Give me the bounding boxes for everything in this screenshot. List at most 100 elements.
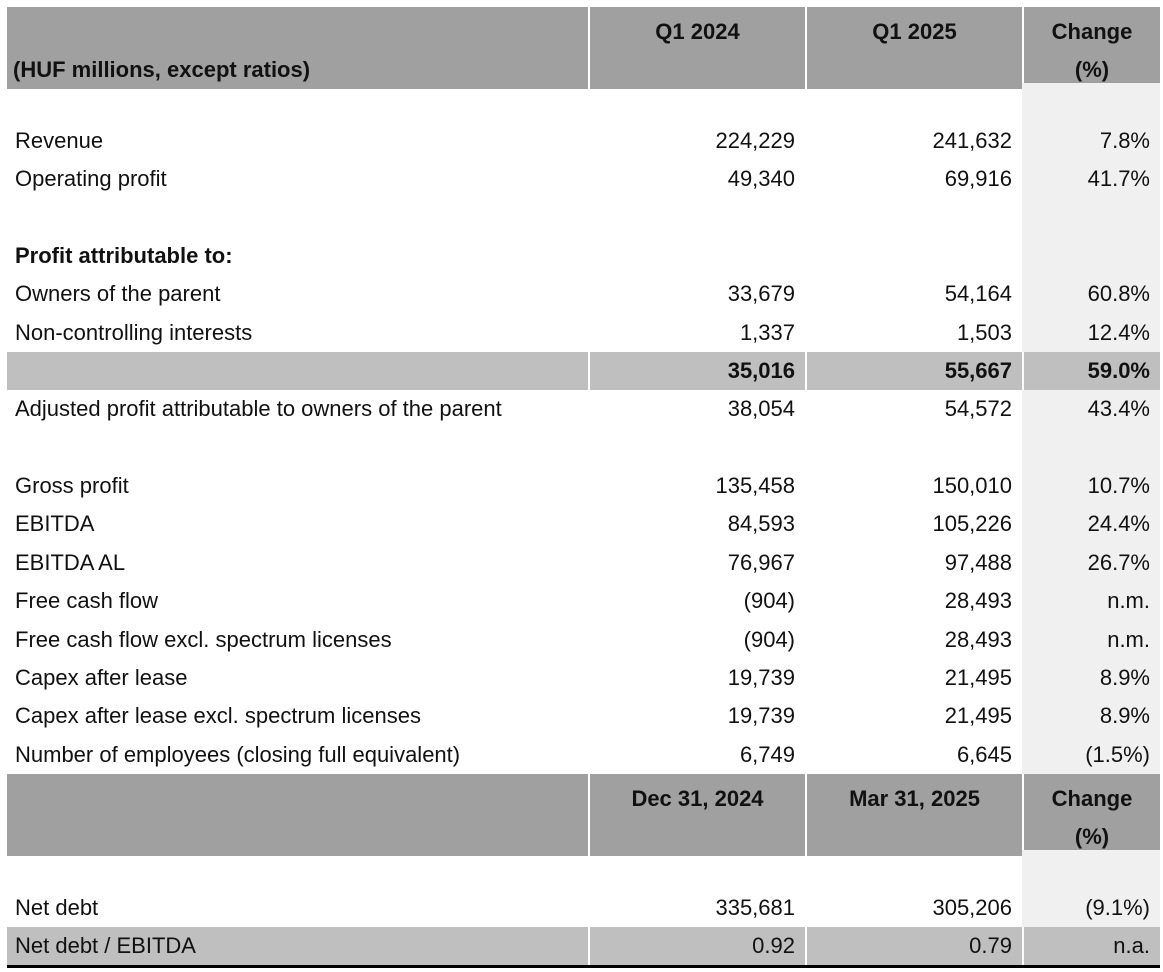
col-header-text: Change [1051, 786, 1133, 812]
col-header-q1-2024: Q1 2024 [588, 7, 805, 89]
value-change: n.m. [1022, 620, 1160, 659]
value-col1: 19,739 [727, 703, 795, 729]
table-row: Owners of the parent 33,679 54,164 60.8% [7, 274, 1160, 314]
row-label: Adjusted profit attributable to owners o… [15, 396, 502, 422]
value-change: n.a. [1022, 926, 1160, 966]
row-label: Non-controlling interests [15, 319, 253, 345]
value-change: n.m. [1022, 582, 1160, 621]
value-col1 [588, 198, 805, 236]
unit-label: (HUF millions, except ratios) [7, 7, 588, 89]
value-col1: (904) [743, 626, 795, 652]
value-change [1022, 198, 1160, 237]
table-row: 35,016 55,667 59.0% [7, 351, 1160, 391]
value-change: 8.9% [1022, 658, 1160, 698]
value-col2: 6,645 [956, 741, 1012, 767]
row-label [7, 850, 588, 888]
table-row: Adjusted profit attributable to owners o… [7, 390, 1160, 429]
table-row: Capex after lease 19,739 21,495 8.9% [7, 658, 1160, 698]
value-change: 59.0% [1022, 351, 1160, 391]
value-col2: 28,493 [944, 626, 1012, 652]
row-label [7, 198, 588, 236]
value-col2: 55,667 [805, 351, 1022, 391]
table-row: Free cash flow (904) 28,493 n.m. [7, 582, 1160, 621]
value-col1 [588, 83, 805, 121]
col-header-change: Change (%) [1022, 7, 1160, 89]
col-header-dec-2024: Dec 31, 2024 [588, 774, 805, 857]
col-header-mar-2025: Mar 31, 2025 [805, 774, 1022, 857]
value-col2 [805, 198, 1022, 236]
row-label: Net debt [15, 894, 99, 920]
col-header-change: Change (%) [1022, 774, 1160, 857]
row-label: Profit attributable to: [15, 242, 233, 268]
value-col1: (904) [743, 588, 795, 614]
row-label: Operating profit [15, 165, 167, 191]
value-col1: 224,229 [715, 127, 795, 153]
row-label: Free cash flow excl. spectrum licenses [15, 626, 392, 652]
value-change [1022, 236, 1160, 275]
value-col2 [805, 237, 1022, 275]
value-col1 [588, 429, 805, 467]
value-change: 43.4% [1022, 390, 1160, 429]
row-label: EBITDA AL [15, 549, 126, 575]
value-change: 7.8% [1022, 121, 1160, 160]
value-col1 [588, 237, 805, 275]
value-col2 [805, 429, 1022, 467]
row-label [7, 429, 588, 467]
value-col1: 1,337 [739, 319, 795, 345]
value-col1: 33,679 [727, 281, 795, 307]
value-col1 [588, 850, 805, 888]
value-col2: 54,572 [944, 396, 1012, 422]
table-row: Non-controlling interests 1,337 1,503 12.4% [7, 313, 1160, 352]
table-row: Free cash flow excl. spectrum licenses (9… [7, 620, 1160, 659]
value-col1: 38,054 [727, 396, 795, 422]
table-header: (HUF millions, except ratios) Q1 2024 Q1… [7, 7, 1160, 89]
table-row: Capex after lease excl. spectrum license… [7, 697, 1160, 736]
value-change: 60.8% [1022, 274, 1160, 314]
value-col1: 19,739 [727, 665, 795, 691]
col-header-text: Change [1051, 19, 1133, 44]
value-col1: 0.92 [588, 926, 805, 966]
value-col2 [805, 83, 1022, 121]
value-change: (9.1%) [1022, 888, 1160, 927]
table-row: Net debt / EBITDA 0.92 0.79 n.a. [7, 926, 1160, 966]
table-row: EBITDA AL 76,967 97,488 26.7% [7, 543, 1160, 583]
table-row: EBITDA 84,593 105,226 24.4% [7, 505, 1160, 544]
value-col1: 84,593 [727, 511, 795, 537]
value-col2: 150,010 [932, 473, 1012, 499]
value-col1: 49,340 [727, 165, 795, 191]
value-change: 26.7% [1022, 543, 1160, 583]
value-change: 8.9% [1022, 697, 1160, 736]
value-change [1022, 428, 1160, 467]
table-row [7, 428, 1160, 467]
col-header-text: (%) [1074, 57, 1110, 82]
table-row: Number of employees (closing full equiva… [7, 735, 1160, 775]
row-label: Owners of the parent [15, 281, 221, 307]
col-header-text: Q1 2024 [655, 19, 740, 44]
value-col2: 69,916 [944, 165, 1012, 191]
row-label [7, 83, 588, 121]
value-col2: 1,503 [956, 319, 1012, 345]
table-row [7, 83, 1160, 122]
value-change [1022, 850, 1160, 889]
value-col1: 335,681 [715, 894, 795, 920]
col-header-text: Mar 31, 2025 [849, 786, 980, 812]
value-change: 10.7% [1022, 466, 1160, 506]
col-header-text: Q1 2025 [872, 19, 957, 44]
value-col2: 105,226 [932, 511, 1012, 537]
value-change: 24.4% [1022, 505, 1160, 544]
table-row [7, 198, 1160, 237]
value-col2: 21,495 [944, 665, 1012, 691]
value-col1: 6,749 [739, 741, 795, 767]
row-label: Net debt / EBITDA [7, 926, 588, 966]
value-change: 41.7% [1022, 159, 1160, 199]
value-change: 12.4% [1022, 313, 1160, 352]
col-header-q1-2025: Q1 2025 [805, 7, 1022, 89]
row-label: Capex after lease excl. spectrum license… [15, 703, 421, 729]
row-label: Revenue [15, 127, 104, 153]
table-header-balance: Dec 31, 2024 Mar 31, 2025 Change (%) [7, 774, 1160, 857]
col-header-text: Dec 31, 2024 [631, 786, 764, 812]
row-label: Free cash flow [15, 588, 159, 614]
value-col2: 241,632 [932, 127, 1012, 153]
value-change: (1.5%) [1022, 735, 1160, 775]
table-row: Revenue 224,229 241,632 7.8% [7, 121, 1160, 160]
